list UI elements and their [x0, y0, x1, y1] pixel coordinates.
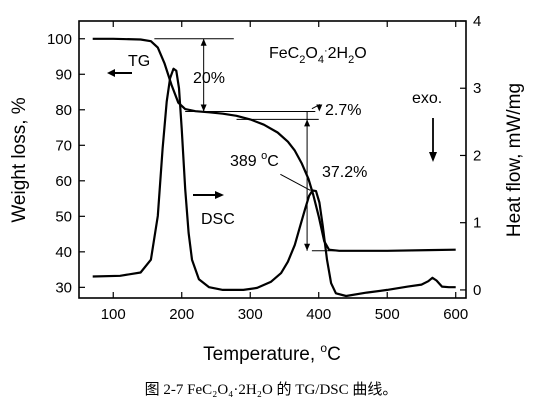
- peak-temp-label: 389 oC: [230, 150, 279, 170]
- dsc-label: DSC: [201, 211, 235, 228]
- tg-label: TG: [128, 53, 150, 70]
- y-left-tick-label: 90: [55, 66, 72, 83]
- step2-leader: [311, 104, 321, 110]
- y-left-tick-label: 80: [55, 102, 72, 119]
- y-right-tick-label: 3: [473, 80, 481, 97]
- x-tick-label: 600: [443, 306, 468, 323]
- exo-arrow-icon: [429, 118, 437, 162]
- y-axis-right-label: Heat flow, mW/mg: [504, 83, 525, 237]
- x-tick-label: 100: [101, 306, 126, 323]
- y-left-tick-label: 100: [47, 31, 72, 48]
- exo-label: exo.: [412, 90, 442, 107]
- y-left-tick-label: 30: [55, 279, 72, 296]
- formula-label: FeC2O4·2H2O: [269, 45, 367, 66]
- step1-label: 20%: [193, 70, 225, 87]
- axis-ticks: 100 200 300 400 500 600 30 40 50 60 70 80 90 100 0 1 2 3 4: [47, 13, 481, 323]
- y-left-tick-label: 60: [55, 173, 72, 190]
- step2-label: 2.7%: [325, 102, 361, 119]
- y-right-tick-label: 0: [473, 282, 481, 299]
- noop: [316, 104, 323, 112]
- x-tick-label: 200: [169, 306, 194, 323]
- y-right-tick-label: 4: [473, 13, 481, 30]
- tg-arrow-icon: [107, 69, 132, 77]
- data-curves: [92, 37, 456, 298]
- plot-frame: [78, 20, 467, 299]
- step3-arrow-down: [304, 243, 311, 251]
- y-left-tick-label: 50: [55, 208, 72, 225]
- figure-caption: 图 2-7 FeC₂O₄·2H₂O 的 TG/DSC 曲线。: [144, 382, 398, 398]
- step3-label: 37.2%: [322, 164, 367, 181]
- dsc-curve: [92, 67, 456, 298]
- peak-pointer-line: [280, 173, 311, 191]
- y-left-tick-label: 70: [55, 137, 72, 154]
- x-tick-label: 500: [375, 306, 400, 323]
- y-axis-left-label: Weight loss, %: [9, 97, 30, 222]
- tg-curve: [92, 37, 456, 252]
- y-left-tick-label: 40: [55, 244, 72, 261]
- step3-arrow-up: [304, 119, 311, 127]
- x-tick-label: 300: [238, 306, 263, 323]
- dsc-arrow-icon: [193, 191, 224, 199]
- y-right-tick-label: 1: [473, 215, 481, 232]
- x-axis-label: Temperature, oC: [203, 341, 341, 365]
- y-right-tick-label: 2: [473, 147, 481, 164]
- step1-arrow-up: [200, 38, 207, 46]
- x-tick-label: 400: [306, 306, 331, 323]
- step1-arrow-down: [200, 104, 207, 112]
